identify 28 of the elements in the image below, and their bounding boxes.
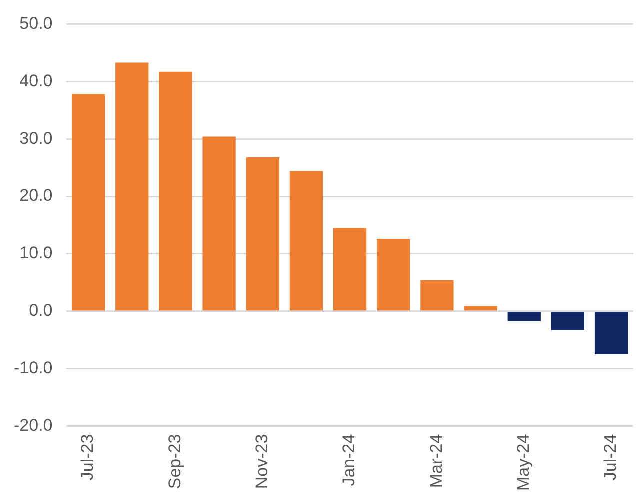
bar bbox=[72, 94, 106, 311]
bar bbox=[202, 136, 236, 311]
bar bbox=[551, 312, 584, 330]
y-tick-label: 10.0 bbox=[20, 244, 53, 263]
bar bbox=[464, 306, 498, 311]
y-tick-label: -10.0 bbox=[14, 358, 53, 378]
bar bbox=[594, 312, 628, 355]
y-tick-label: 40.0 bbox=[20, 71, 53, 90]
bar bbox=[246, 157, 280, 311]
x-tick-label: Sep-23 bbox=[165, 434, 184, 490]
bar bbox=[333, 228, 367, 311]
bar bbox=[420, 280, 454, 311]
bar bbox=[290, 171, 324, 311]
y-tick-label: 0.0 bbox=[29, 301, 53, 320]
x-tick-label: Nov-23 bbox=[252, 434, 272, 490]
bar bbox=[116, 62, 149, 311]
y-tick-label: 50.0 bbox=[20, 14, 53, 33]
y-tick-label: 30.0 bbox=[20, 128, 53, 148]
y-tick-label: -20.0 bbox=[14, 416, 53, 435]
x-tick-label: May-24 bbox=[514, 434, 534, 491]
x-tick-label: Jan-24 bbox=[340, 434, 359, 486]
x-tick-label: Mar-24 bbox=[426, 434, 446, 488]
bar bbox=[508, 312, 541, 322]
x-tick-label: Jul-24 bbox=[601, 434, 620, 481]
x-tick-label: Jul-23 bbox=[78, 434, 98, 481]
y-tick-label: 20.0 bbox=[20, 186, 53, 206]
bar bbox=[377, 239, 410, 311]
bar bbox=[159, 72, 192, 311]
